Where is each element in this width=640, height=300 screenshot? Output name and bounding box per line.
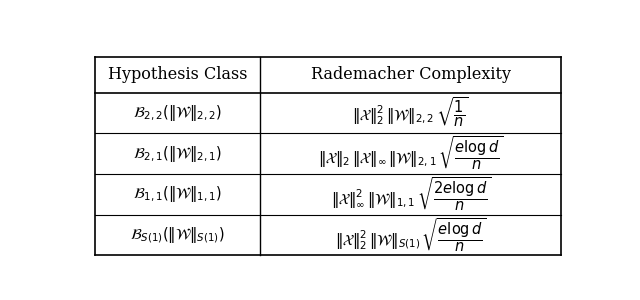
Text: $\|\mathcal{X}\|_2^2\, \|\mathcal{W}\|_{S(1)}\, \sqrt{\dfrac{e\log d}{n}}$: $\|\mathcal{X}\|_2^2\, \|\mathcal{W}\|_{… xyxy=(335,217,486,254)
Text: $\|\mathcal{X}\|_2^2\, \|\mathcal{W}\|_{2,2}\, \sqrt{\dfrac{1}{n}}$: $\|\mathcal{X}\|_2^2\, \|\mathcal{W}\|_{… xyxy=(353,96,469,130)
Text: Hypothesis Class: Hypothesis Class xyxy=(108,66,248,83)
Text: $\mathcal{B}_{S(1)}(\|\mathcal{W}\|_{S(1)})$: $\mathcal{B}_{S(1)}(\|\mathcal{W}\|_{S(1… xyxy=(131,225,225,245)
Text: $\mathcal{B}_{2,2}(\|\mathcal{W}\|_{2,2})$: $\mathcal{B}_{2,2}(\|\mathcal{W}\|_{2,2}… xyxy=(133,103,222,123)
Text: $\mathcal{B}_{2,1}(\|\mathcal{W}\|_{2,1})$: $\mathcal{B}_{2,1}(\|\mathcal{W}\|_{2,1}… xyxy=(133,144,222,164)
Text: Rademacher Complexity: Rademacher Complexity xyxy=(311,66,511,83)
Text: $\mathcal{B}_{1,1}(\|\mathcal{W}\|_{1,1})$: $\mathcal{B}_{1,1}(\|\mathcal{W}\|_{1,1}… xyxy=(133,184,222,204)
Text: $\|\mathcal{X}\|_\infty^2\, \|\mathcal{W}\|_{1,1}\, \sqrt{\dfrac{2e\log d}{n}}$: $\|\mathcal{X}\|_\infty^2\, \|\mathcal{W… xyxy=(331,176,491,213)
Text: $\|\mathcal{X}\|_2\, \|\mathcal{X}\|_\infty\, \|\mathcal{W}\|_{2,1}\, \sqrt{\dfr: $\|\mathcal{X}\|_2\, \|\mathcal{X}\|_\in… xyxy=(318,135,503,172)
